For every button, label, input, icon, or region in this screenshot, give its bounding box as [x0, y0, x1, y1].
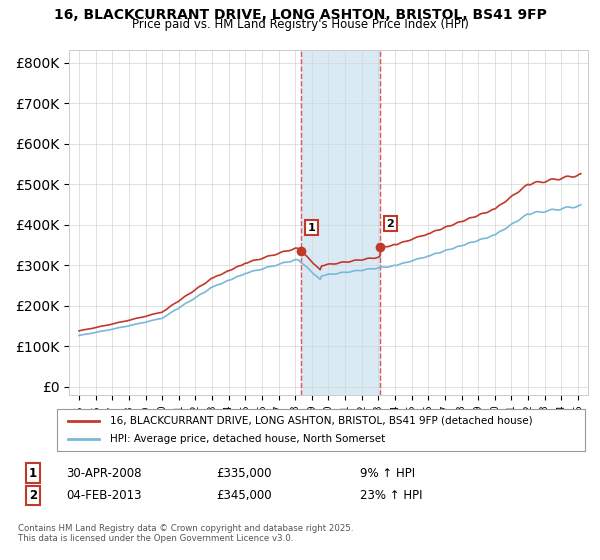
Text: 23% ↑ HPI: 23% ↑ HPI: [360, 489, 422, 502]
Text: £335,000: £335,000: [216, 466, 271, 480]
Text: 2: 2: [386, 218, 394, 228]
Text: Contains HM Land Registry data © Crown copyright and database right 2025.
This d: Contains HM Land Registry data © Crown c…: [18, 524, 353, 543]
Text: Price paid vs. HM Land Registry's House Price Index (HPI): Price paid vs. HM Land Registry's House …: [131, 18, 469, 31]
Text: 16, BLACKCURRANT DRIVE, LONG ASHTON, BRISTOL, BS41 9FP: 16, BLACKCURRANT DRIVE, LONG ASHTON, BRI…: [53, 8, 547, 22]
Text: 04-FEB-2013: 04-FEB-2013: [66, 489, 142, 502]
Text: 9% ↑ HPI: 9% ↑ HPI: [360, 466, 415, 480]
FancyBboxPatch shape: [57, 409, 585, 451]
Bar: [301, 50, 380, 395]
Text: 1: 1: [307, 223, 315, 233]
Text: £345,000: £345,000: [216, 489, 272, 502]
Text: HPI: Average price, detached house, North Somerset: HPI: Average price, detached house, Nort…: [110, 434, 385, 444]
Text: 2: 2: [29, 489, 37, 502]
Text: 1: 1: [29, 466, 37, 480]
Text: 30-APR-2008: 30-APR-2008: [66, 466, 142, 480]
Text: 16, BLACKCURRANT DRIVE, LONG ASHTON, BRISTOL, BS41 9FP (detached house): 16, BLACKCURRANT DRIVE, LONG ASHTON, BRI…: [110, 416, 532, 426]
